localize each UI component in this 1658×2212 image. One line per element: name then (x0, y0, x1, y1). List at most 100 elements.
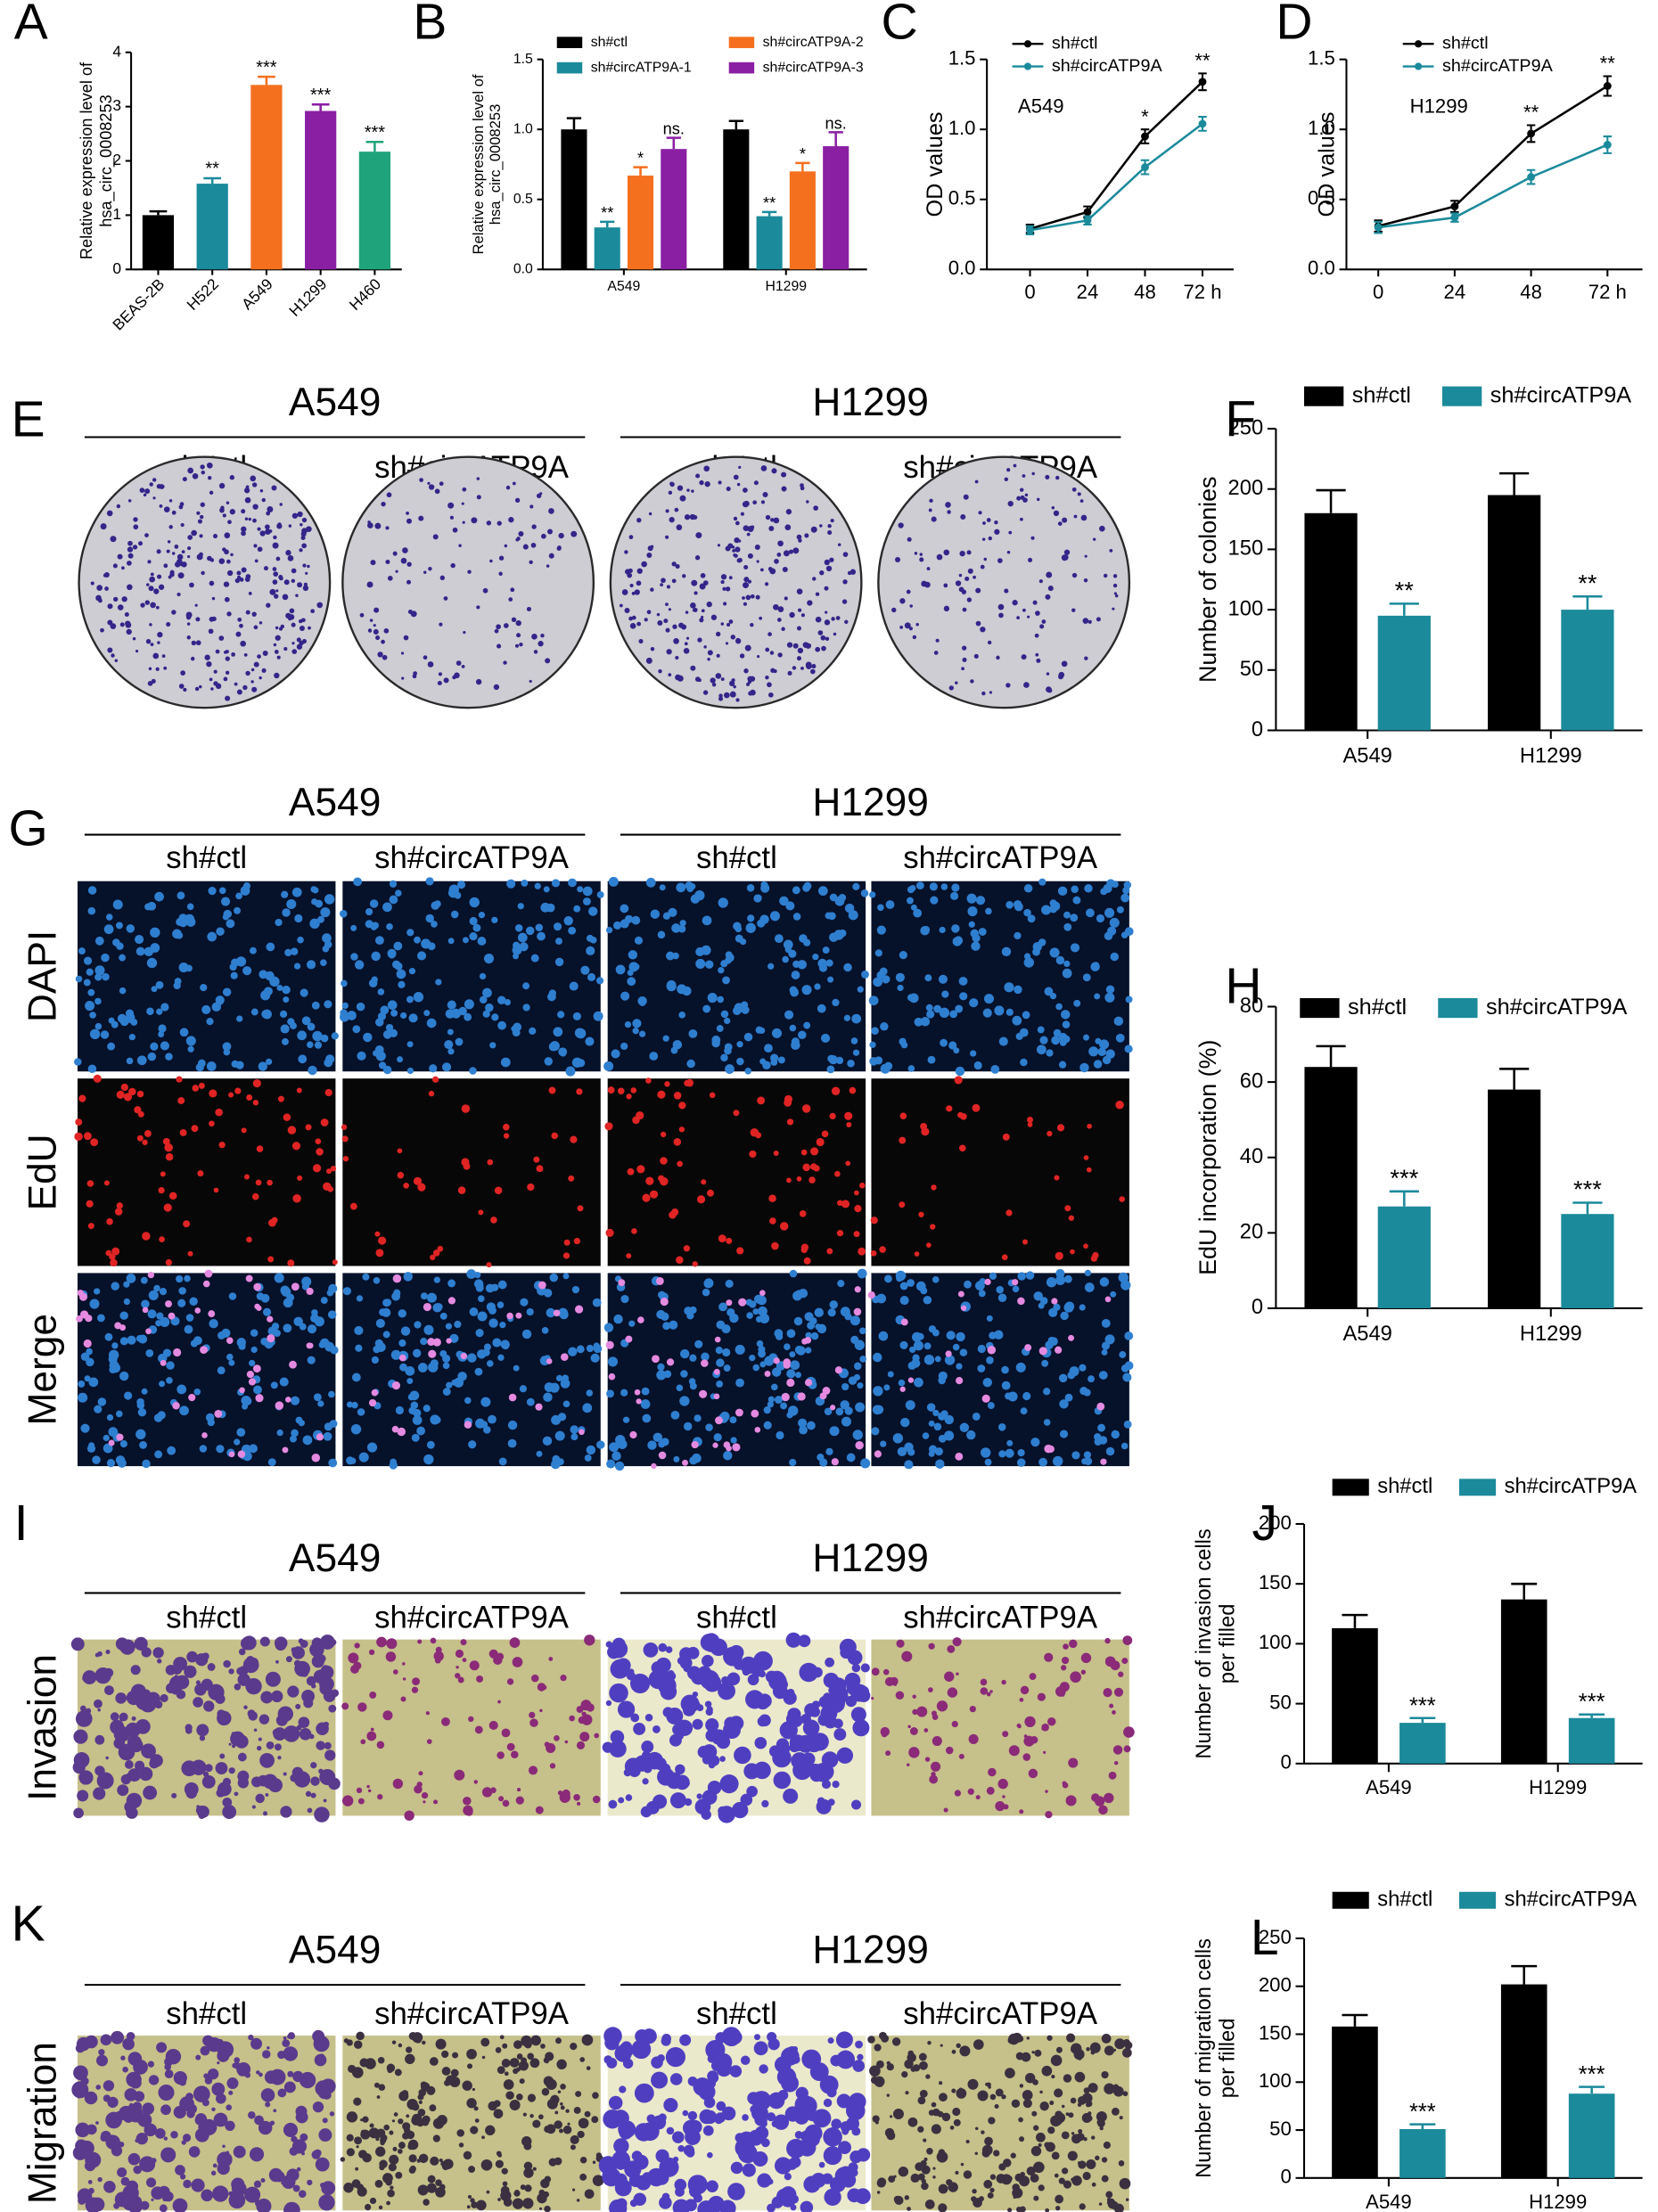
cell-dot (377, 2056, 385, 2064)
cell-dot (185, 1314, 194, 1322)
cell-dot (445, 1323, 453, 1330)
cell-dot (969, 1705, 976, 1713)
cell-dot (73, 2065, 88, 2081)
cell-dot (962, 607, 967, 612)
cell-dot (136, 1135, 144, 1142)
cell-dot (791, 1037, 800, 1046)
cell-dot (675, 1764, 685, 1775)
cell-dot (951, 1720, 958, 1728)
cell-dot (693, 514, 698, 520)
cell-dot (636, 1165, 645, 1174)
cell-dot (162, 1348, 172, 1357)
cell-dot (1036, 497, 1040, 502)
cell-dot (786, 642, 793, 648)
cell-dot (898, 1379, 906, 1387)
cell-dot (677, 984, 687, 995)
cell-dot (382, 1710, 393, 1721)
cell-dot (692, 1718, 703, 1730)
cell-dot (997, 1423, 1006, 1431)
cell-dot (576, 1088, 583, 1095)
cell-dot (489, 1042, 497, 1049)
cell-dot (912, 1708, 918, 1716)
cell-dot (255, 1394, 264, 1403)
cell-dot (245, 610, 250, 615)
cell-dot (569, 1715, 575, 1722)
cell-dot (782, 567, 788, 573)
cell-dot (518, 531, 524, 537)
cell-dot (977, 2090, 989, 2101)
x-tick-label: 48 (1520, 281, 1542, 303)
cell-dot (267, 1218, 276, 1227)
cell-dot (739, 653, 745, 659)
cell-dot (400, 651, 405, 655)
cell-dot (203, 1700, 215, 1712)
y-tick-label: 250 (1228, 416, 1264, 439)
cell-dot (252, 1078, 261, 1088)
cell-dot (676, 882, 686, 893)
cell-dot (1014, 985, 1022, 995)
cell-dot (208, 887, 217, 896)
cell-dot (398, 2118, 404, 2125)
cell-dot (476, 1675, 484, 1683)
cell-dot (660, 1683, 677, 1700)
cell-dot (116, 504, 121, 509)
cell-dot (845, 2101, 866, 2121)
legend-swatch (1438, 998, 1478, 1019)
cell-dot (404, 1810, 414, 1821)
cell-dot (1019, 1809, 1024, 1815)
cell-dot (192, 473, 199, 479)
cell-dot (94, 1667, 111, 1684)
cell-dot (488, 1307, 497, 1315)
cell-dot (103, 2080, 115, 2092)
cell-dot (482, 1010, 490, 1018)
cell-dot (1099, 1039, 1110, 1050)
cell-dot (743, 582, 750, 589)
cell-dot (135, 1334, 144, 1342)
cell-dot (374, 1339, 383, 1348)
cell-dot (904, 622, 911, 629)
cell-dot (746, 532, 751, 537)
cell-dot (141, 1647, 152, 1658)
cell-dot (900, 1318, 908, 1326)
cell-dot (244, 2186, 261, 2203)
cell-dot (229, 475, 235, 480)
cell-dot (311, 1454, 321, 1462)
cell-dot (306, 1342, 313, 1349)
cell-dot (576, 1345, 585, 1354)
cell-dot (657, 1090, 666, 1099)
cell-dot (718, 1682, 735, 1700)
cell-dot (93, 1787, 106, 1800)
cell-dot (685, 2129, 701, 2145)
cell-dot (1025, 2073, 1036, 2084)
cell-dot (773, 1150, 779, 1156)
cell-dot (80, 1352, 90, 1361)
cell-dot (307, 1356, 316, 1364)
cell-dot (898, 2167, 909, 2177)
cell-dot (78, 1770, 94, 1785)
cell-dot (990, 1064, 1000, 1074)
cell-dot (209, 1120, 215, 1127)
cell-dot (228, 2191, 234, 2197)
cell-dot (127, 546, 134, 553)
cell-dot (986, 2082, 991, 2087)
cell-dot (293, 963, 301, 970)
cell-dot (759, 1058, 767, 1065)
cell-dot (543, 2057, 550, 2064)
cell-dot (882, 976, 890, 984)
cell-dot (899, 1136, 907, 1144)
cell-dot (494, 1186, 503, 1195)
cell-dot (158, 1186, 165, 1194)
cell-dot (560, 1675, 567, 1682)
cell-dot (799, 1425, 808, 1435)
cell-dot (277, 1095, 284, 1102)
cell-dot (369, 2197, 377, 2205)
cell-dot (423, 655, 428, 660)
cell-dot (517, 932, 528, 943)
cell-dot (514, 923, 523, 932)
cell-dot (244, 496, 251, 504)
cell-dot (466, 2098, 477, 2109)
cell-dot (472, 2087, 476, 2092)
cell-dot (168, 1192, 177, 1200)
cell-dot (163, 506, 170, 512)
cell-dot (197, 1170, 204, 1177)
